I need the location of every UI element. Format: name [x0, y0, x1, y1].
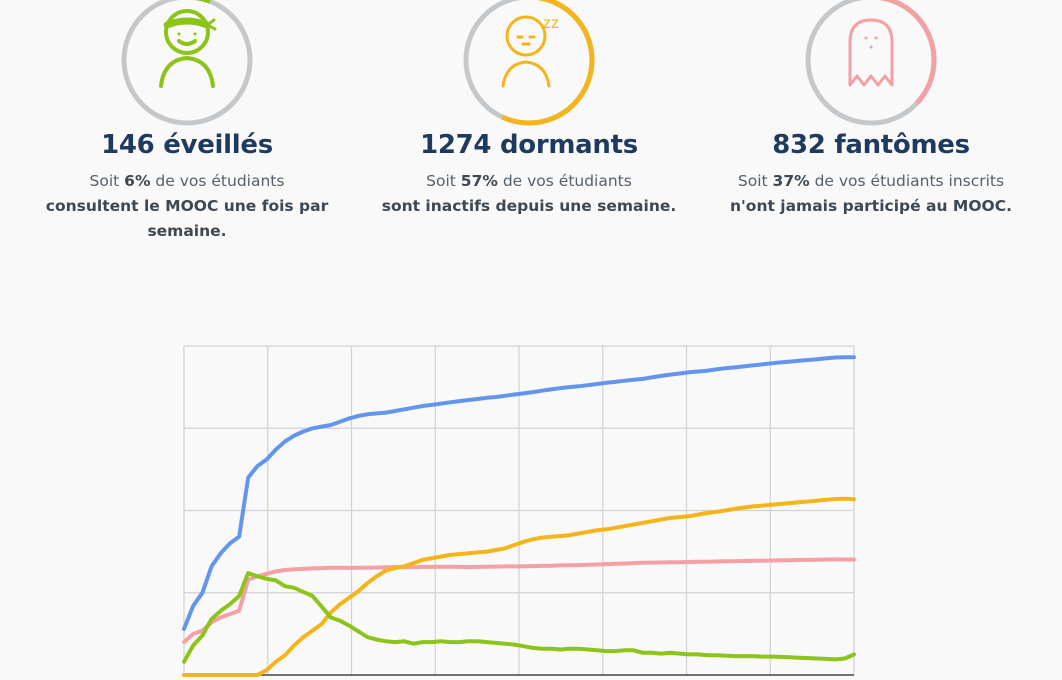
- series-line-1: [182, 557, 856, 645]
- ghost-percent: 37%: [772, 172, 810, 190]
- ring-progress: [878, 0, 937, 105]
- sleeping-person-icon: zz: [501, 15, 559, 88]
- dormant-percent: 57%: [460, 172, 498, 190]
- chart-grid: [183, 345, 855, 676]
- ghost-progress-ring: [805, 0, 937, 126]
- chart-series: [182, 355, 856, 677]
- series-line-3: [182, 571, 856, 664]
- desc-bold: consultent le MOOC une fois par semaine.: [45, 197, 329, 240]
- series-line-0: [182, 355, 856, 631]
- ring-progress: [194, 0, 211, 4]
- desc-prefix: Soit: [426, 172, 461, 190]
- dormant-progress-ring: zz: [463, 0, 595, 126]
- bandana-person-icon: [159, 9, 217, 88]
- ring-progress: [501, 0, 595, 126]
- ghost-icon: [848, 18, 894, 87]
- ghost-count: 832 fantômes: [772, 130, 970, 160]
- desc-middle: de vos étudiants inscrits: [809, 172, 1005, 190]
- dormant-count: 1274 dormants: [420, 130, 638, 160]
- ring-track: [121, 0, 253, 126]
- awake-percent: 6%: [124, 172, 151, 190]
- series-line-2: [182, 496, 856, 677]
- ghost-description: Soit 37% de vos étudiants inscrits n'ont…: [721, 169, 1021, 219]
- desc-middle: de vos étudiants: [497, 172, 632, 190]
- desc-bold: n'ont jamais participé au MOOC.: [730, 197, 1012, 215]
- desc-bold: sont inactifs depuis une semaine.: [381, 197, 677, 215]
- awake-count: 146 éveillés: [101, 130, 273, 160]
- awake-description: Soit 6% de vos étudiants consultent le M…: [37, 169, 337, 244]
- awake-progress-ring: [121, 0, 253, 126]
- dormant-description: Soit 57% de vos étudiants sont inactifs …: [379, 169, 679, 219]
- desc-middle: de vos étudiants: [150, 172, 285, 190]
- desc-prefix: Soit: [737, 172, 773, 190]
- desc-prefix: Soit: [89, 172, 125, 190]
- zz-text: zz: [543, 15, 559, 32]
